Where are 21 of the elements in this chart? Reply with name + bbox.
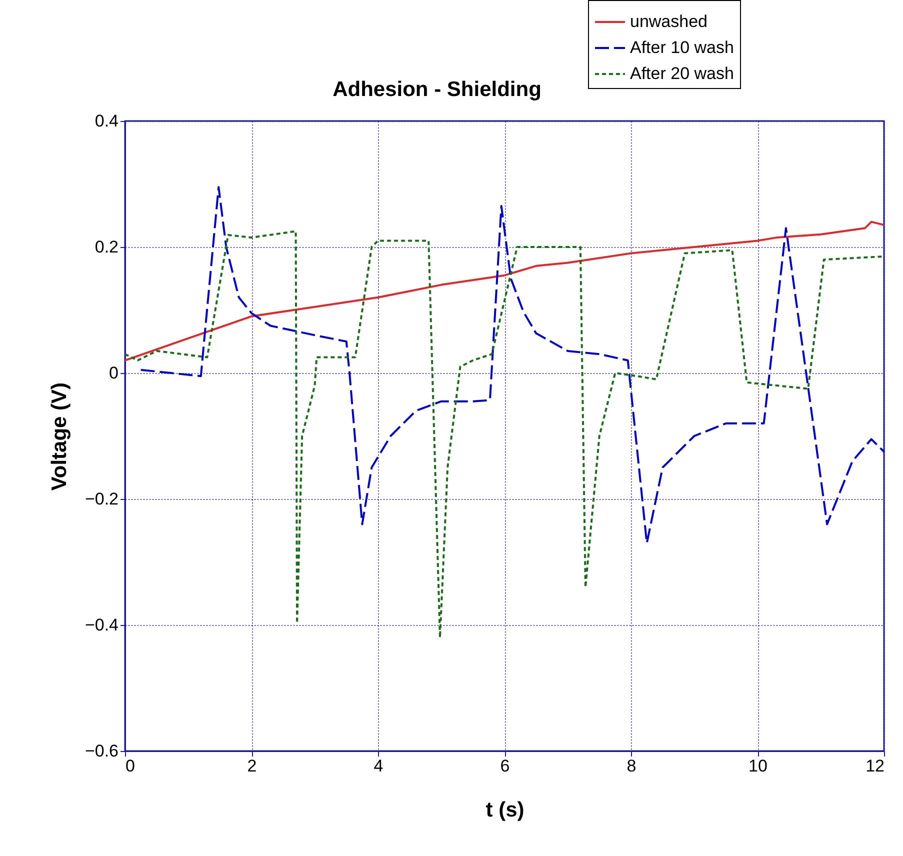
chart-title: Adhesion - Shielding — [332, 78, 542, 101]
x-tick-label: 10 — [748, 756, 768, 776]
y-tick-label: −0.4 — [84, 616, 118, 634]
y-tick-label: 0 — [109, 364, 118, 382]
line-series — [124, 220, 885, 362]
y-tick-label: 0.2 — [94, 238, 118, 256]
legend-label: After 20 wash — [630, 64, 734, 83]
x-tick-label: 8 — [626, 756, 636, 776]
x-axis-title: t (s) — [486, 798, 524, 822]
y-axis-title: Voltage (V) — [48, 382, 71, 491]
y-tick-label: −0.6 — [84, 742, 118, 760]
line-series — [140, 186, 885, 544]
x-tick-label: 2 — [247, 756, 257, 776]
legend-label: unwashed — [630, 12, 708, 31]
x-tick-label: 6 — [500, 756, 510, 776]
x-tick-label: 4 — [374, 756, 384, 776]
y-tick-label: 0.4 — [94, 112, 118, 130]
legend-label: After 10 wash — [630, 38, 734, 57]
y-tick-label: −0.2 — [84, 490, 118, 508]
x-tick-label: 0 — [126, 756, 135, 776]
x-tick-label: 12 — [866, 756, 884, 776]
